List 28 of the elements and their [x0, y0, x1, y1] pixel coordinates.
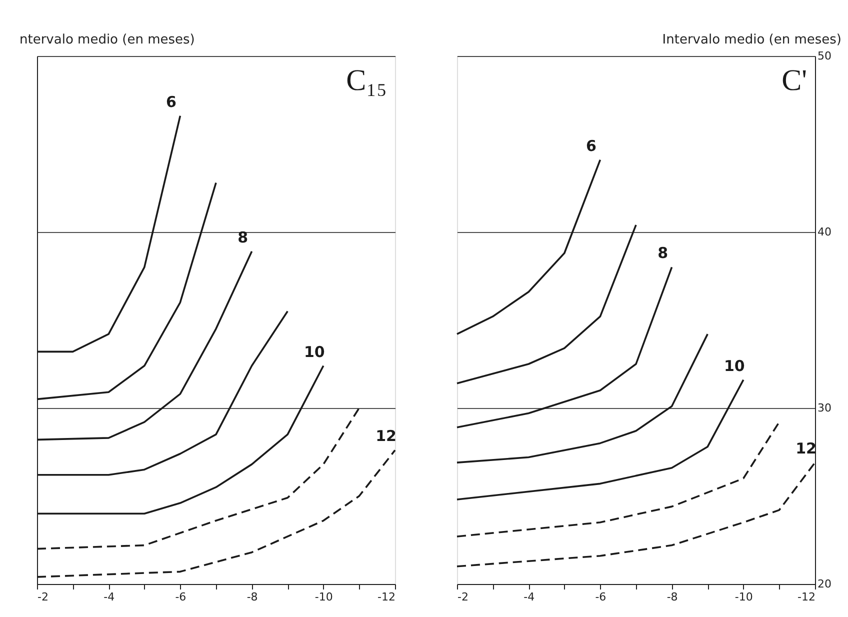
y2-tick-label: 20: [818, 578, 832, 590]
series-label: 8: [658, 244, 668, 262]
y2-tick-label: 50: [818, 50, 832, 62]
series-label: 8: [238, 228, 248, 246]
y2-tick-label: 30: [818, 402, 832, 414]
x-tick-label: -12: [378, 590, 396, 604]
x-tick-label: -6: [175, 590, 186, 604]
y2-tick-label: 40: [818, 226, 832, 238]
x-tick-label: -2: [458, 590, 468, 604]
x-tick-label: -8: [246, 590, 258, 604]
y2-axis-title: Intervalo medio (en meses): [662, 32, 842, 48]
x-tick-label: -4: [524, 590, 535, 604]
series-label: 12: [376, 427, 396, 446]
annotation: C₁₅: [346, 64, 387, 97]
x-tick-label: -6: [595, 590, 606, 604]
x-tick-label: -8: [666, 590, 678, 604]
x-tick-label: -4: [104, 590, 115, 604]
series-label: 6: [166, 92, 176, 111]
annotation: C': [782, 64, 807, 97]
x-tick-label: -12: [798, 590, 816, 604]
line-series: [456, 421, 780, 538]
x-tick-label: -10: [314, 590, 333, 604]
x-tick-label: -10: [734, 590, 753, 604]
series-label: 10: [724, 356, 745, 375]
x-tick-label: -2: [38, 590, 48, 604]
y-axis-title: ntervalo medio (en meses): [20, 32, 195, 48]
series-label: 10: [304, 342, 325, 361]
series-label: 6: [586, 136, 596, 155]
